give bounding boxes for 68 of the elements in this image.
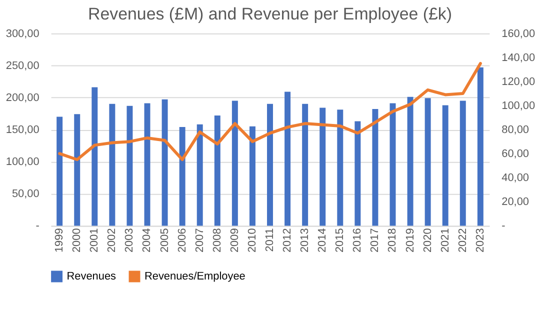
x-tick-label: 2016 (352, 228, 364, 253)
x-tick-label: 2006 (176, 228, 188, 253)
y2-tick-label: 40,00 (502, 172, 530, 184)
bar (196, 124, 203, 226)
bar (424, 98, 431, 226)
bar (74, 114, 80, 226)
x-tick-label: 2001 (88, 228, 101, 253)
y2-tick-label: 60,00 (502, 148, 530, 160)
bar (214, 115, 220, 226)
y-tick-label: 50,00 (12, 188, 40, 200)
y2-tick-label: - (502, 220, 506, 232)
x-tick-label: 2019 (404, 228, 416, 253)
bar (126, 106, 133, 226)
chart-title: Revenues (£M) and Revenue per Employee (£k) (88, 4, 452, 24)
line-series (58, 62, 482, 162)
x-tick-label: 2018 (386, 228, 399, 253)
bar (460, 100, 466, 226)
x-tick-label: 1999 (54, 228, 66, 253)
x-tick-label: 2007 (194, 228, 206, 253)
bar (442, 105, 448, 226)
y2-tick-label: 120,00 (502, 76, 536, 88)
y2-tick-label: 20,00 (502, 196, 530, 208)
bar (284, 92, 291, 226)
x-tick-label: 2011 (264, 228, 276, 252)
x-tick-label: 2015 (334, 228, 346, 253)
bar (179, 126, 186, 226)
x-tick-label: 2002 (106, 228, 118, 253)
bar (320, 108, 326, 226)
x-tick-label: 2004 (141, 228, 154, 253)
x-tick-label: 2009 (228, 228, 241, 253)
bar (92, 87, 98, 226)
legend-label: Revenues (66, 270, 117, 282)
x-tick-label: 2023 (474, 228, 486, 253)
y-tick-label: 100,00 (6, 156, 40, 168)
x-tick-label: 2003 (124, 228, 136, 253)
x-tick-label: 2020 (422, 228, 434, 253)
x-tick-label: 2010 (246, 228, 258, 253)
y2-tick-label: 80,00 (502, 124, 530, 136)
bar (109, 104, 116, 226)
y2-tick-label: 100,00 (502, 100, 536, 112)
bar (232, 100, 238, 226)
x-tick-label: 2008 (211, 228, 224, 253)
y-tick-label: 200,00 (6, 92, 40, 104)
bar (249, 126, 256, 226)
y-tick-label: 300,00 (6, 28, 40, 40)
legend-label: Revenues/Employee (144, 270, 246, 282)
bar (354, 121, 361, 226)
bar (372, 109, 378, 226)
bar (337, 110, 344, 226)
y-tick-label: - (36, 220, 40, 232)
bar (302, 104, 308, 226)
x-tick-label: 2013 (299, 228, 312, 253)
bar (56, 116, 63, 226)
y-tick-label: 250,00 (6, 60, 40, 72)
x-tick-label: 2005 (158, 228, 171, 253)
bar (407, 96, 414, 226)
x-tick-label: 2014 (316, 228, 329, 253)
x-tick-label: 2022 (456, 228, 469, 253)
y2-tick-label: 140,00 (502, 52, 536, 64)
x-tick-label: 2017 (369, 228, 382, 253)
x-tick-label: 2000 (71, 228, 84, 253)
bar (477, 67, 484, 226)
y2-tick-label: 160,00 (502, 28, 536, 40)
y-tick-label: 150,00 (6, 124, 40, 136)
bar (267, 104, 273, 226)
bar (162, 99, 168, 226)
x-tick-label: 2021 (439, 228, 452, 253)
x-tick-label: 2012 (282, 228, 294, 253)
